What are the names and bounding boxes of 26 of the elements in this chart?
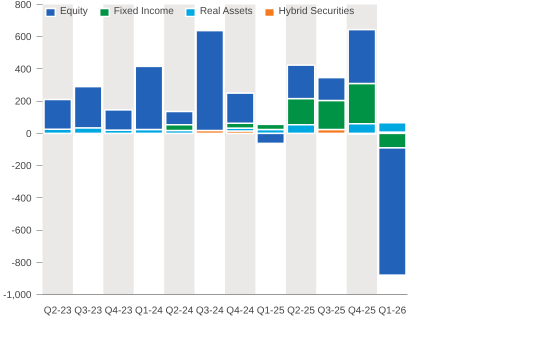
x-tick-label: Q3-25 (318, 306, 346, 316)
x-tick-label: Q2-23 (44, 306, 72, 316)
y-tick-label: -1,000 (3, 290, 32, 301)
y-tick-label: -800 (11, 258, 32, 269)
y-tick-label: 0 (26, 128, 32, 140)
legend-label: Equity (60, 6, 88, 17)
y-tick-label: -600 (11, 226, 32, 237)
y-tick-label: 200 (14, 96, 32, 108)
legend-label: Real Assets (200, 6, 253, 17)
x-tick-label: Q2-25 (287, 306, 316, 316)
y-tick-label: -400 (11, 193, 32, 204)
x-tick-label: Q3-24 (196, 306, 224, 316)
y-tick-label: -200 (11, 161, 32, 172)
y-tick-label: 600 (14, 32, 32, 44)
x-tick-label: Q4-25 (348, 306, 376, 316)
x-tick-label: Q2-24 (165, 306, 194, 316)
legend-label: Fixed Income (114, 6, 174, 17)
x-tick-label: Q1-26 (378, 306, 407, 316)
x-tick-label: Q4-24 (226, 306, 255, 316)
x-tick-label: Q1-25 (256, 306, 285, 316)
y-tick-label: 400 (14, 64, 32, 76)
y-tick-label: 800 (14, 0, 32, 11)
x-tick-label: Q1-24 (135, 306, 164, 316)
legend-label: Hybrid Securities (278, 6, 354, 17)
x-tick-label: Q4-23 (104, 306, 133, 316)
x-tick-label: Q3-23 (74, 306, 102, 316)
